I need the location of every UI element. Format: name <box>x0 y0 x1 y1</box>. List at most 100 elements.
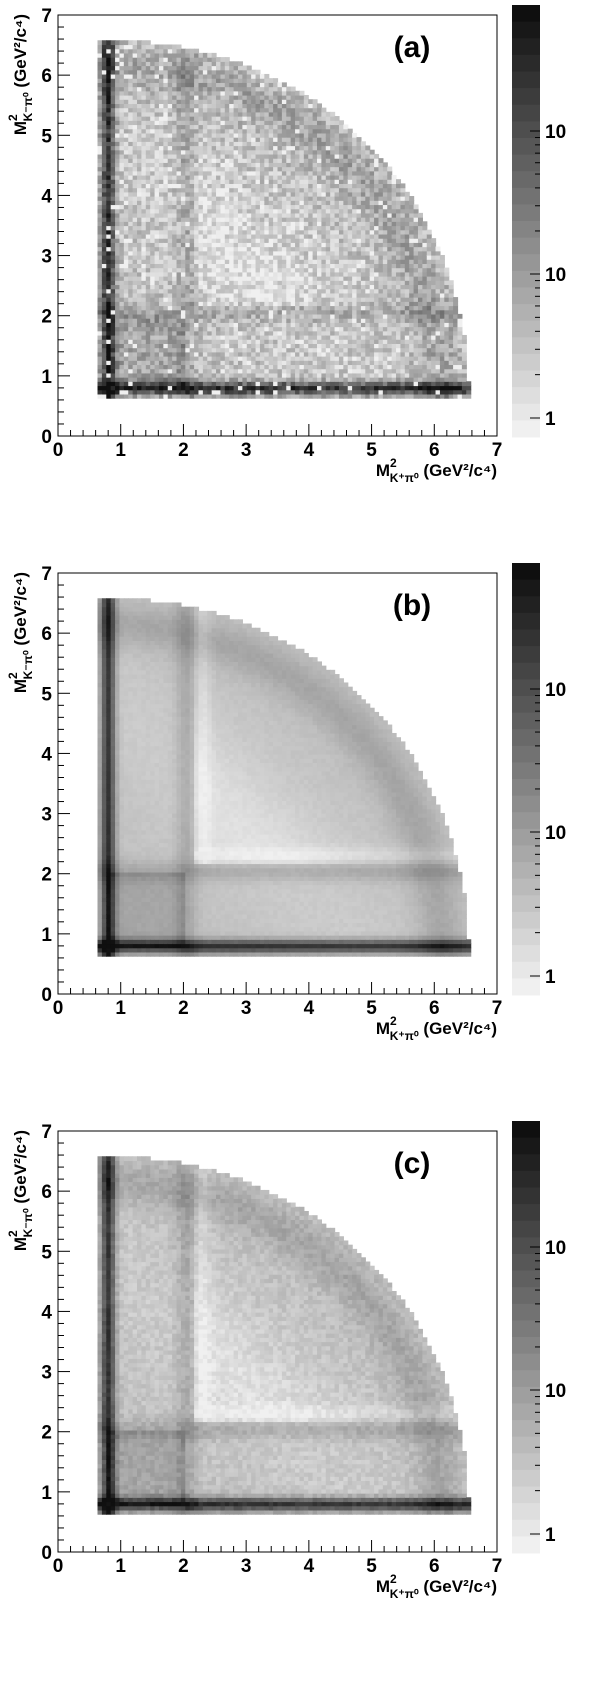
heatmap-cell <box>224 368 230 374</box>
heatmap-cell <box>185 221 191 227</box>
heatmap-cell <box>233 225 239 231</box>
heatmap-cell <box>312 343 318 349</box>
heatmap-cell <box>312 347 318 353</box>
heatmap-cell <box>101 271 107 277</box>
heatmap-cell <box>273 297 279 302</box>
heatmap-cell <box>115 103 121 109</box>
heatmap-cell <box>194 162 200 168</box>
heatmap-cell <box>264 305 270 311</box>
heatmap-cell <box>137 393 143 399</box>
heatmap-cell <box>281 212 287 218</box>
heatmap-cell <box>242 204 248 210</box>
heatmap-cell <box>224 343 230 349</box>
heatmap-cell <box>150 78 156 83</box>
heatmap-cell <box>251 196 257 201</box>
heatmap-cell <box>356 356 362 361</box>
heatmap-cell <box>382 389 388 395</box>
heatmap-cell <box>180 297 186 302</box>
heatmap-cell <box>145 288 151 294</box>
heatmap-cell <box>189 191 195 197</box>
heatmap-cell <box>163 372 169 378</box>
heatmap-cell <box>268 276 274 281</box>
heatmap-cell <box>312 339 318 344</box>
heatmap-cell <box>194 179 200 184</box>
heatmap-cell <box>255 166 261 172</box>
heatmap-cell <box>330 271 336 277</box>
heatmap-cell <box>180 191 186 197</box>
heatmap-cell <box>189 309 195 315</box>
heatmap-cell <box>189 128 195 134</box>
heatmap-cell <box>277 103 283 109</box>
heatmap-cell <box>220 284 226 290</box>
heatmap-cell <box>97 393 103 399</box>
heatmap-cell <box>374 280 380 286</box>
heatmap-cell <box>338 334 344 340</box>
heatmap-cell <box>286 292 292 298</box>
heatmap-cell <box>317 111 322 117</box>
heatmap-cell <box>158 170 164 176</box>
heatmap-cell <box>224 267 230 273</box>
heatmap-cell <box>167 166 173 172</box>
heatmap-cell <box>189 385 195 391</box>
heatmap-cell <box>325 217 331 222</box>
heatmap-cell <box>141 250 147 256</box>
heatmap-cell <box>246 65 252 71</box>
heatmap-cell <box>180 385 186 391</box>
heatmap-cell <box>264 78 270 83</box>
heatmap-cell <box>317 225 322 231</box>
heatmap-cell <box>172 246 178 252</box>
heatmap-cell <box>237 116 243 121</box>
heatmap-cell <box>295 170 301 176</box>
heatmap-cell <box>259 153 265 159</box>
heatmap-cell <box>128 347 134 353</box>
heatmap-cell <box>281 233 287 239</box>
heatmap-cell <box>290 229 296 235</box>
heatmap-cell <box>172 318 178 323</box>
heatmap-cell <box>158 141 164 147</box>
heatmap-cell <box>158 360 164 366</box>
heatmap-cell <box>352 385 358 391</box>
heatmap-cell <box>303 212 309 218</box>
heatmap-cell <box>194 78 200 83</box>
heatmap-cell <box>273 368 279 374</box>
heatmap-cell <box>163 61 169 67</box>
heatmap-cell <box>150 69 156 75</box>
heatmap-cell <box>360 259 366 264</box>
heatmap-cell <box>207 280 213 286</box>
heatmap-cell <box>347 377 353 382</box>
heatmap-cell <box>163 65 169 71</box>
heatmap-cell <box>216 267 222 273</box>
heatmap-cell <box>330 280 336 286</box>
heatmap-cell <box>334 242 340 248</box>
heatmap-cell <box>365 238 371 243</box>
heatmap-cell <box>216 389 222 395</box>
heatmap-cell <box>180 381 186 387</box>
heatmap-cell <box>246 372 252 378</box>
heatmap-cell <box>330 179 336 184</box>
heatmap-cell <box>365 389 371 395</box>
heatmap-cell <box>352 368 358 374</box>
heatmap-cell <box>273 305 279 311</box>
heatmap-cell <box>369 225 375 231</box>
heatmap-cell <box>123 90 129 96</box>
heatmap-cell <box>343 385 349 391</box>
heatmap-cell <box>352 334 358 340</box>
heatmap-cell <box>141 343 147 349</box>
heatmap-cell <box>264 330 270 336</box>
heatmap-cell <box>312 145 318 151</box>
heatmap-cell <box>194 271 200 277</box>
heatmap-cell <box>220 78 226 83</box>
heatmap-cell <box>237 187 243 193</box>
heatmap-cell <box>172 263 178 269</box>
heatmap-cell <box>185 191 191 197</box>
heatmap-cell <box>145 200 151 206</box>
heatmap-cell <box>308 137 314 142</box>
heatmap-cell <box>286 393 292 399</box>
heatmap-cell <box>242 166 248 172</box>
heatmap-cell <box>290 339 296 344</box>
heatmap-cell <box>145 381 151 387</box>
heatmap-cell <box>110 158 116 163</box>
heatmap-cell <box>115 191 121 197</box>
heatmap-cell <box>259 166 265 172</box>
heatmap-cell <box>264 313 270 319</box>
